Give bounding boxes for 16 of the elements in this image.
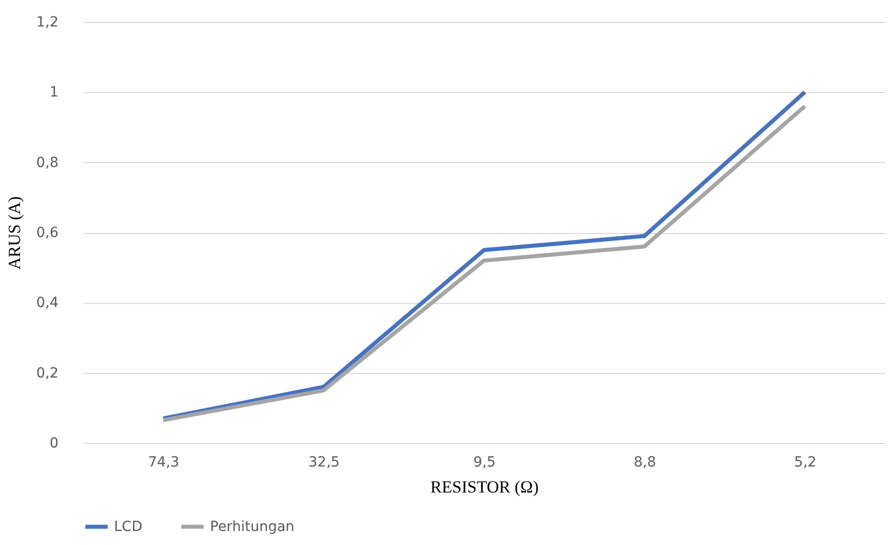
y-tick-label: 0 bbox=[50, 436, 58, 452]
legend-label: Perhitungan bbox=[210, 518, 294, 535]
x-axis-title: RESISTOR (Ω) bbox=[430, 478, 539, 496]
legend-label: LCD bbox=[114, 518, 142, 535]
x-tick-label: 74,3 bbox=[148, 454, 180, 470]
x-tick-label: 5,2 bbox=[794, 454, 816, 470]
y-tick-label: 0,6 bbox=[36, 225, 59, 241]
y-axis-title: ARUS (A) bbox=[5, 196, 24, 270]
y-tick-label: 1,2 bbox=[36, 14, 58, 30]
x-tick-label: 8,8 bbox=[634, 454, 656, 470]
y-tick-label: 0,2 bbox=[36, 365, 58, 382]
y-tick-label: 1 bbox=[50, 84, 58, 101]
y-tick-label: 0,8 bbox=[36, 154, 58, 171]
y-tick-label: 0,4 bbox=[36, 295, 59, 312]
x-tick-label: 32,5 bbox=[308, 454, 340, 470]
x-tick-label: 9,5 bbox=[473, 454, 496, 470]
